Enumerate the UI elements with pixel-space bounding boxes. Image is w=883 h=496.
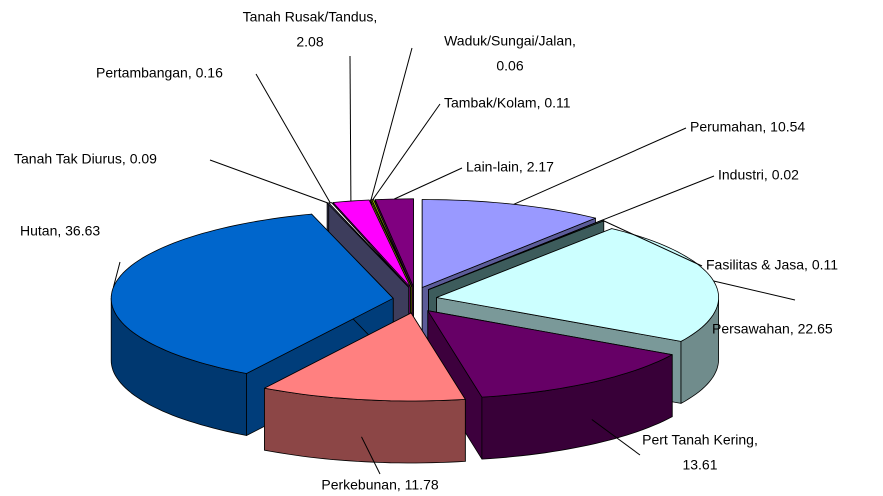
- leader-line: [361, 436, 381, 475]
- leader-line: [255, 73, 331, 204]
- leader-line: [394, 167, 463, 200]
- data-label: Lain-lain, 2.17: [466, 159, 554, 175]
- leader-line: [591, 419, 641, 456]
- data-label: Persawahan, 22.65: [712, 321, 833, 337]
- leader-line: [370, 47, 413, 201]
- slice-top: [264, 312, 466, 402]
- leader-line: [602, 220, 703, 267]
- leader-line: [112, 261, 121, 288]
- data-label: Pert Tanah Kering,: [642, 432, 758, 448]
- slice-top: [427, 310, 673, 398]
- data-label: Perkebunan, 11.78: [321, 477, 438, 493]
- leader-line: [601, 175, 715, 221]
- data-label: Perumahan, 10.54: [690, 119, 805, 135]
- leader-line: [713, 280, 796, 301]
- data-label: Hutan, 36.63: [20, 223, 100, 239]
- data-label: Fasilitas & Jasa, 0.11: [706, 257, 838, 273]
- leader-line: [209, 159, 329, 204]
- data-label: Tanah Tak Diurus, 0.09: [14, 151, 157, 167]
- data-label: Tanah Rusak/Tandus,: [243, 9, 378, 25]
- slice: [264, 312, 466, 464]
- data-label: 13.61: [682, 457, 717, 473]
- data-label: 0.06: [496, 58, 523, 74]
- leader-line: [513, 127, 687, 205]
- leader-line: [349, 55, 352, 202]
- data-label: Pertambangan, 0.16: [96, 65, 223, 81]
- leader-line: [372, 103, 441, 201]
- data-label: Industri, 0.02: [718, 167, 799, 183]
- slice: [427, 310, 673, 460]
- data-label: Waduk/Sungai/Jalan,: [444, 33, 576, 49]
- data-label: 2.08: [296, 34, 323, 50]
- slice-top: [374, 198, 414, 288]
- data-label: Tambak/Kolam, 0.11: [444, 95, 571, 111]
